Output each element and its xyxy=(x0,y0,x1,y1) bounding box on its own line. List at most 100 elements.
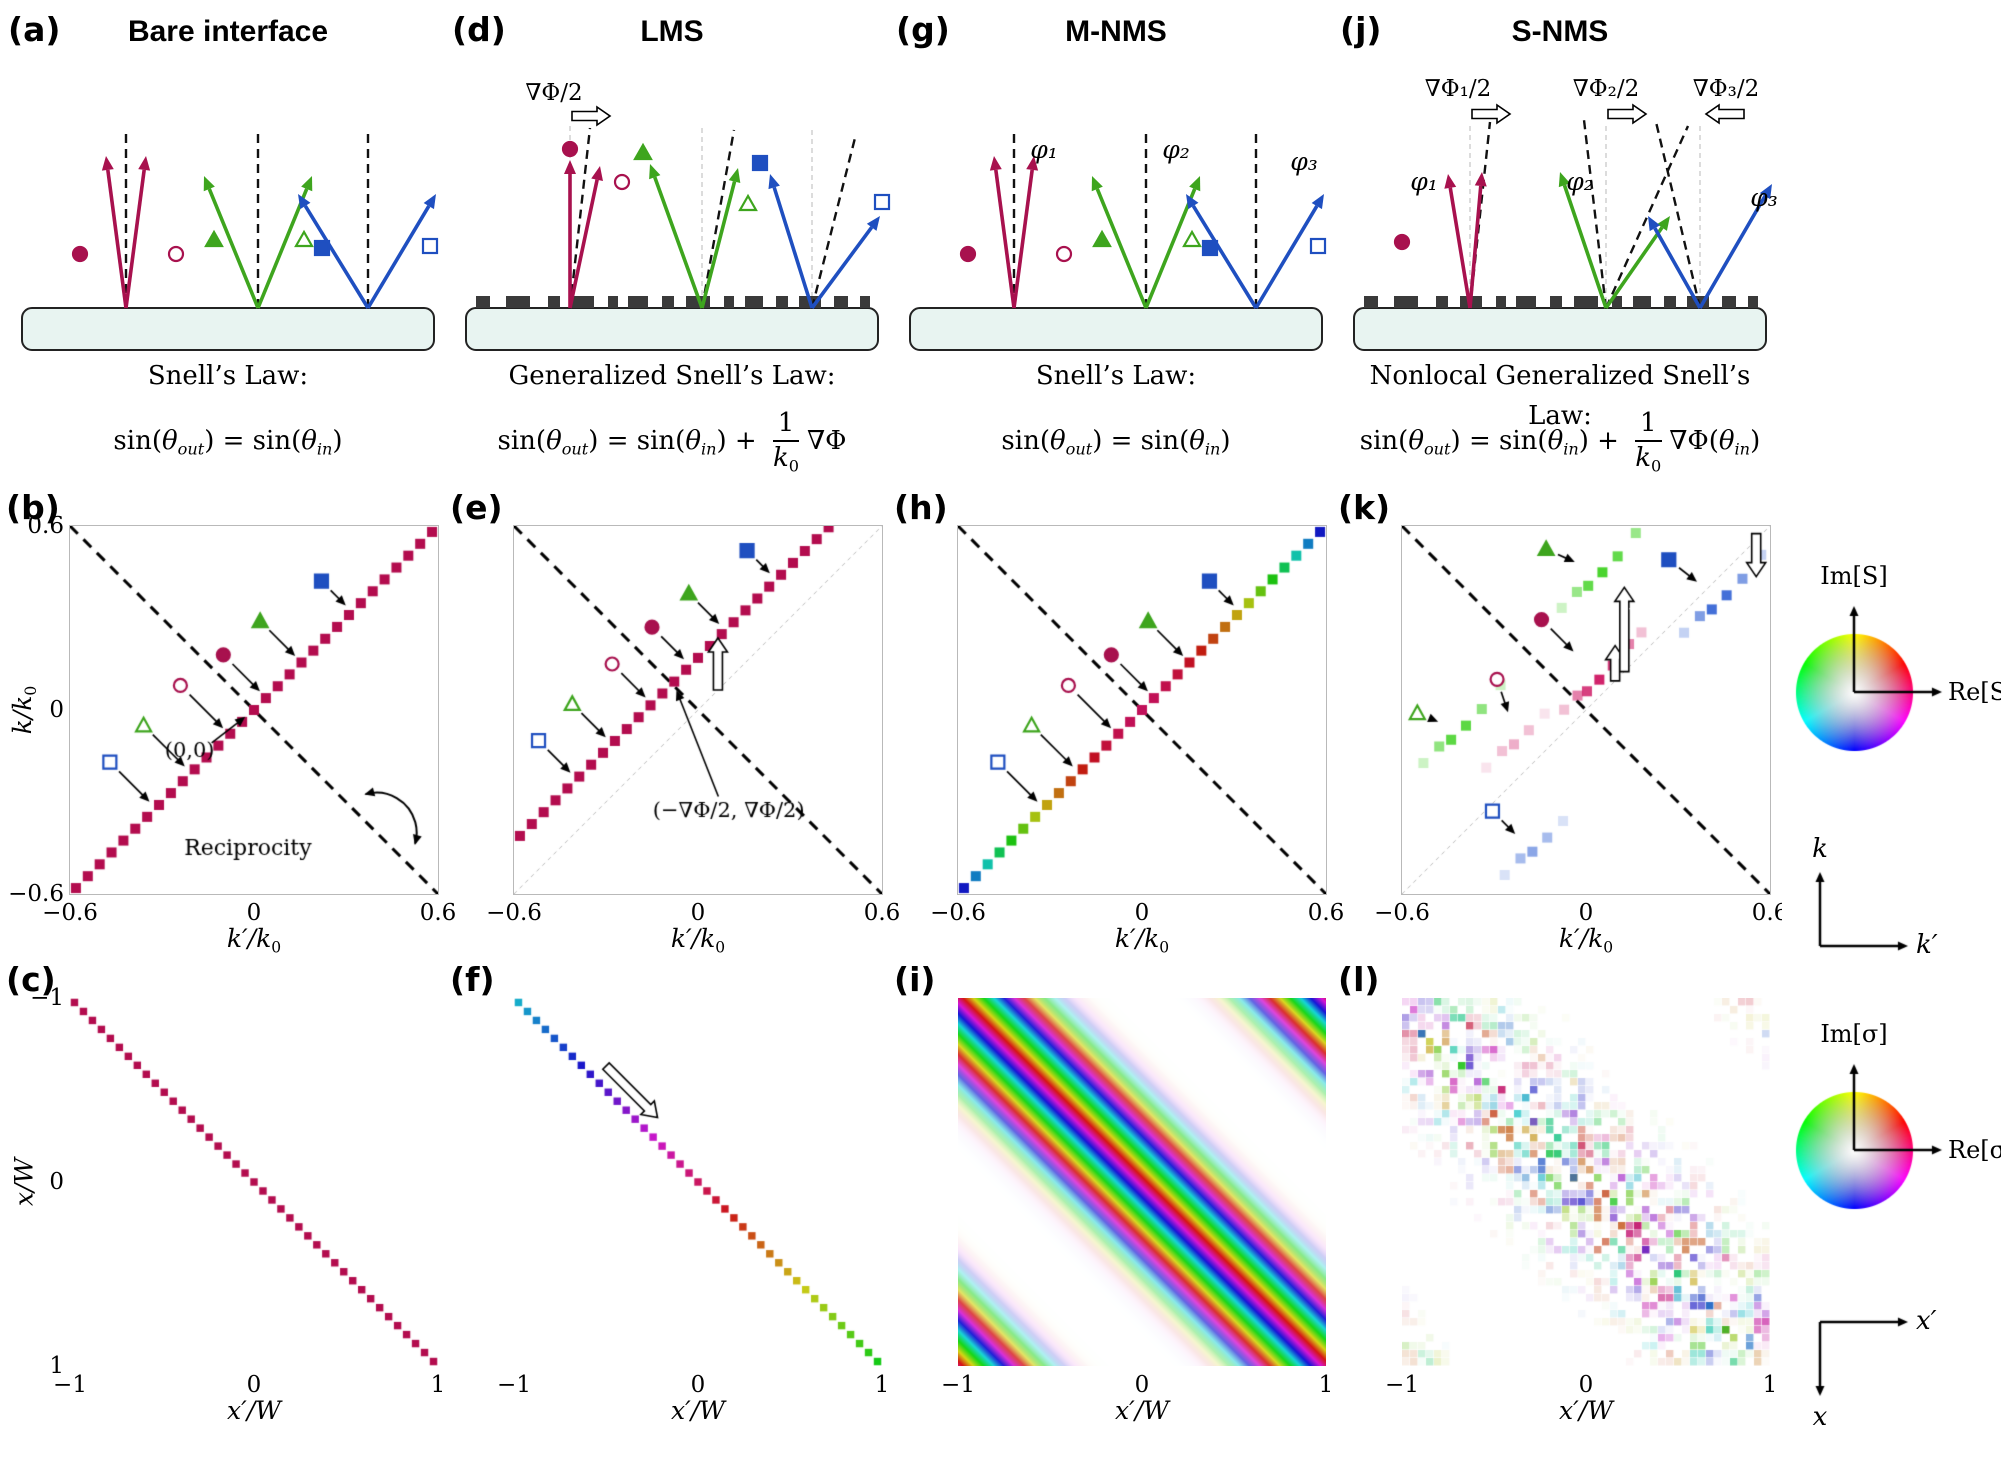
meta-atom xyxy=(1550,296,1562,308)
plot-canvas-b xyxy=(69,525,439,895)
substrate-slab xyxy=(1353,307,1767,351)
k-axes-icon: k k′ xyxy=(1782,830,2001,980)
gradient-arrow-icon xyxy=(1471,103,1512,125)
plot-panel-i: (i) −1 0 1 x′/W xyxy=(894,960,1338,1432)
plot-panel-f: (f) −1 0 1 x′/W xyxy=(450,960,894,1432)
gradient-arrow-icon xyxy=(571,105,612,127)
x-tick-label: 1 xyxy=(874,1372,890,1398)
filled-square-marker xyxy=(751,154,769,172)
x-tick-label: −1 xyxy=(1385,1372,1419,1398)
beam-arrowhead xyxy=(1657,216,1670,231)
x-tick-label: −0.6 xyxy=(42,900,98,926)
fraction: 1 k0 xyxy=(770,409,802,475)
equation: sin(θout) = sin(θin) xyxy=(6,396,450,488)
math-token: in xyxy=(1734,439,1751,459)
column-header: (a) Bare interface xyxy=(6,8,450,56)
filled-triangle-marker xyxy=(1092,229,1112,248)
math-token: out xyxy=(177,439,205,459)
gradient-label: ∇Φ₂/2 xyxy=(1573,76,1640,102)
math-token: sin( xyxy=(1359,426,1409,456)
gradient-arrow-icon xyxy=(1607,103,1648,125)
beam-arrow xyxy=(994,169,1016,309)
x-axes-icon-horizontal-label: x′ xyxy=(1916,1306,1937,1336)
math-token: k′/k xyxy=(670,924,716,953)
plot-canvas-k xyxy=(1401,525,1771,895)
math-token: 1 xyxy=(1639,408,1657,439)
math-token: θ xyxy=(161,425,178,456)
math-token: x′/W xyxy=(1115,1396,1169,1425)
x-tick-label: 0 xyxy=(690,1372,706,1398)
math-token: θ xyxy=(1049,425,1066,456)
column-title: Bare interface xyxy=(127,15,329,48)
meta-atom xyxy=(1496,296,1506,308)
y-tick-label: 0.6 xyxy=(27,513,64,539)
k-axes-icon-vertical-label: k xyxy=(1812,834,1828,864)
math-token: ) xyxy=(1092,425,1103,456)
math-token: in xyxy=(1204,439,1221,459)
meta-atom xyxy=(662,296,674,308)
open-square-marker xyxy=(1309,237,1327,255)
columns-container: (a) Bare interface Snell’s Law: sin(θout) =… xyxy=(6,8,1788,1432)
math-token: θ xyxy=(1189,425,1205,456)
plot-panel-h: (h) −0.6 0 0.6 k′/k0 xyxy=(894,488,1344,960)
meta-atom xyxy=(506,296,530,308)
meta-atom xyxy=(1394,296,1418,308)
x-tick-label: 0 xyxy=(246,900,262,926)
math-token: x′/W xyxy=(227,1396,281,1425)
math-token: sin( xyxy=(1140,425,1190,456)
x-tick-label: −0.6 xyxy=(930,900,986,926)
x-tick-label: 0.6 xyxy=(863,900,901,926)
law-title: Generalized Snell’s Law: xyxy=(508,361,836,391)
legend-column: Im[S] Re[S] k k′ Im[σ] Re[σ] x′ x xyxy=(1782,0,2001,1469)
math-token: θ xyxy=(1408,426,1424,456)
beam-arrowhead xyxy=(1648,216,1661,232)
phase-label: φ₂ xyxy=(1566,167,1594,196)
law-title: Snell’s Law: xyxy=(1035,361,1197,391)
math-token: k′/k xyxy=(1114,924,1160,953)
schematic-m-nms: φ₁ φ₂ φ₃ xyxy=(909,134,1327,351)
column-title: M-NMS xyxy=(1065,15,1167,48)
meta-atom xyxy=(1516,296,1536,308)
law-title: Nonlocal Generalized Snell’s Law: xyxy=(1369,361,1751,431)
math-token: k xyxy=(1635,442,1651,473)
math-token: sin( xyxy=(1499,426,1548,456)
beam-arrow xyxy=(1468,185,1483,309)
x-tick-label: 0 xyxy=(1578,900,1594,926)
beam-arrowhead xyxy=(1474,172,1487,187)
phase-label: φ₂ xyxy=(1162,135,1190,164)
filled-triangle-marker xyxy=(204,229,224,248)
beam-arrow xyxy=(1448,187,1472,309)
math-token: 1 xyxy=(777,408,795,439)
schematic-bare-interface xyxy=(21,134,439,351)
meta-atom xyxy=(1364,296,1378,308)
beam-arrowhead xyxy=(138,156,151,171)
beam-arrowhead xyxy=(591,166,603,181)
beam-arrowhead xyxy=(1186,194,1199,210)
equation: sin(θout) = sin(θin) + 1 k0 ∇Φ(θin) xyxy=(1338,396,1782,488)
math-token: x′/W xyxy=(671,1396,725,1425)
column-lms: (d) LMS ∇Φ/2 Generalized Snell’s Law: sin(θo… xyxy=(450,8,900,1432)
equation-content: sin(θout) = sin(θin) + 1 k0 ∇Φ(θin) xyxy=(1360,409,1760,475)
meta-atom xyxy=(572,296,594,308)
panel-label: (j) xyxy=(1340,10,1382,49)
equation-content: sin(θout) = sin(θin) xyxy=(113,426,342,459)
s-matrix-color-wheel: Im[S] Re[S] xyxy=(1782,560,2001,810)
math-token: ) xyxy=(588,426,599,456)
math-token: θ xyxy=(301,425,317,456)
surface-normal-dashed xyxy=(1654,121,1702,309)
beam-arrow xyxy=(1653,227,1702,309)
beam-arrowhead xyxy=(564,160,576,174)
math-token: 0 xyxy=(1651,456,1662,476)
math-token: ) xyxy=(1750,426,1761,456)
math-token: sin( xyxy=(1001,425,1050,456)
phase-label: φ₃ xyxy=(1750,183,1778,212)
surface-normal-dashed xyxy=(1604,125,1690,309)
y-tick-label: 0 xyxy=(49,1169,64,1195)
math-token: = xyxy=(598,426,637,456)
beam-arrow xyxy=(1191,204,1258,309)
open-triangle-marker xyxy=(738,193,758,212)
math-token: + xyxy=(726,426,765,456)
phase-label: φ₁ xyxy=(1410,167,1438,196)
math-token: out xyxy=(1423,439,1451,459)
meta-atom xyxy=(724,296,734,308)
